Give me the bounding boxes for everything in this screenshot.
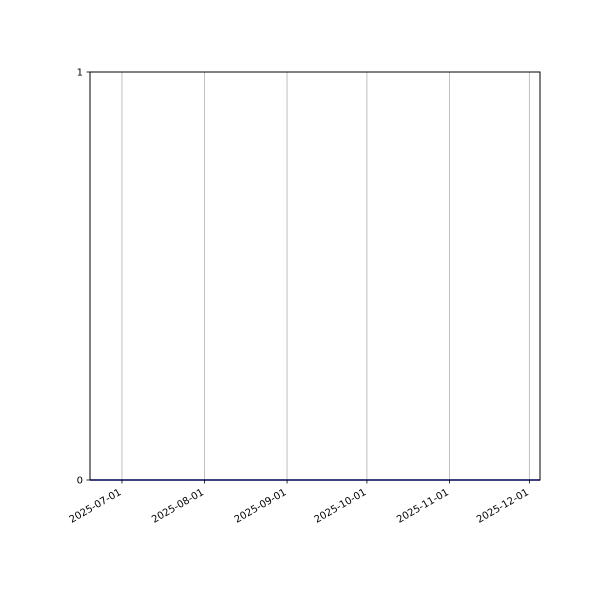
axes-frame (89, 71, 541, 481)
x-tick-label: 2025-07-01 (68, 487, 124, 526)
x-tick-label: 2025-12-01 (475, 487, 531, 526)
x-tick-label: 2025-08-01 (150, 487, 206, 526)
x-tick-label: 2025-09-01 (233, 487, 289, 526)
y-axis: 01 (77, 68, 90, 487)
y-tick-label: 1 (77, 68, 83, 79)
y-tick-label: 0 (77, 476, 83, 487)
x-axis: 2025-07-01 2025-08-01 2025-09-01 2025-10-01… (68, 480, 531, 526)
x-tick-label: 2025-10-01 (313, 487, 369, 526)
grid (121, 72, 530, 480)
x-tick-label: 2025-11-01 (395, 487, 451, 526)
